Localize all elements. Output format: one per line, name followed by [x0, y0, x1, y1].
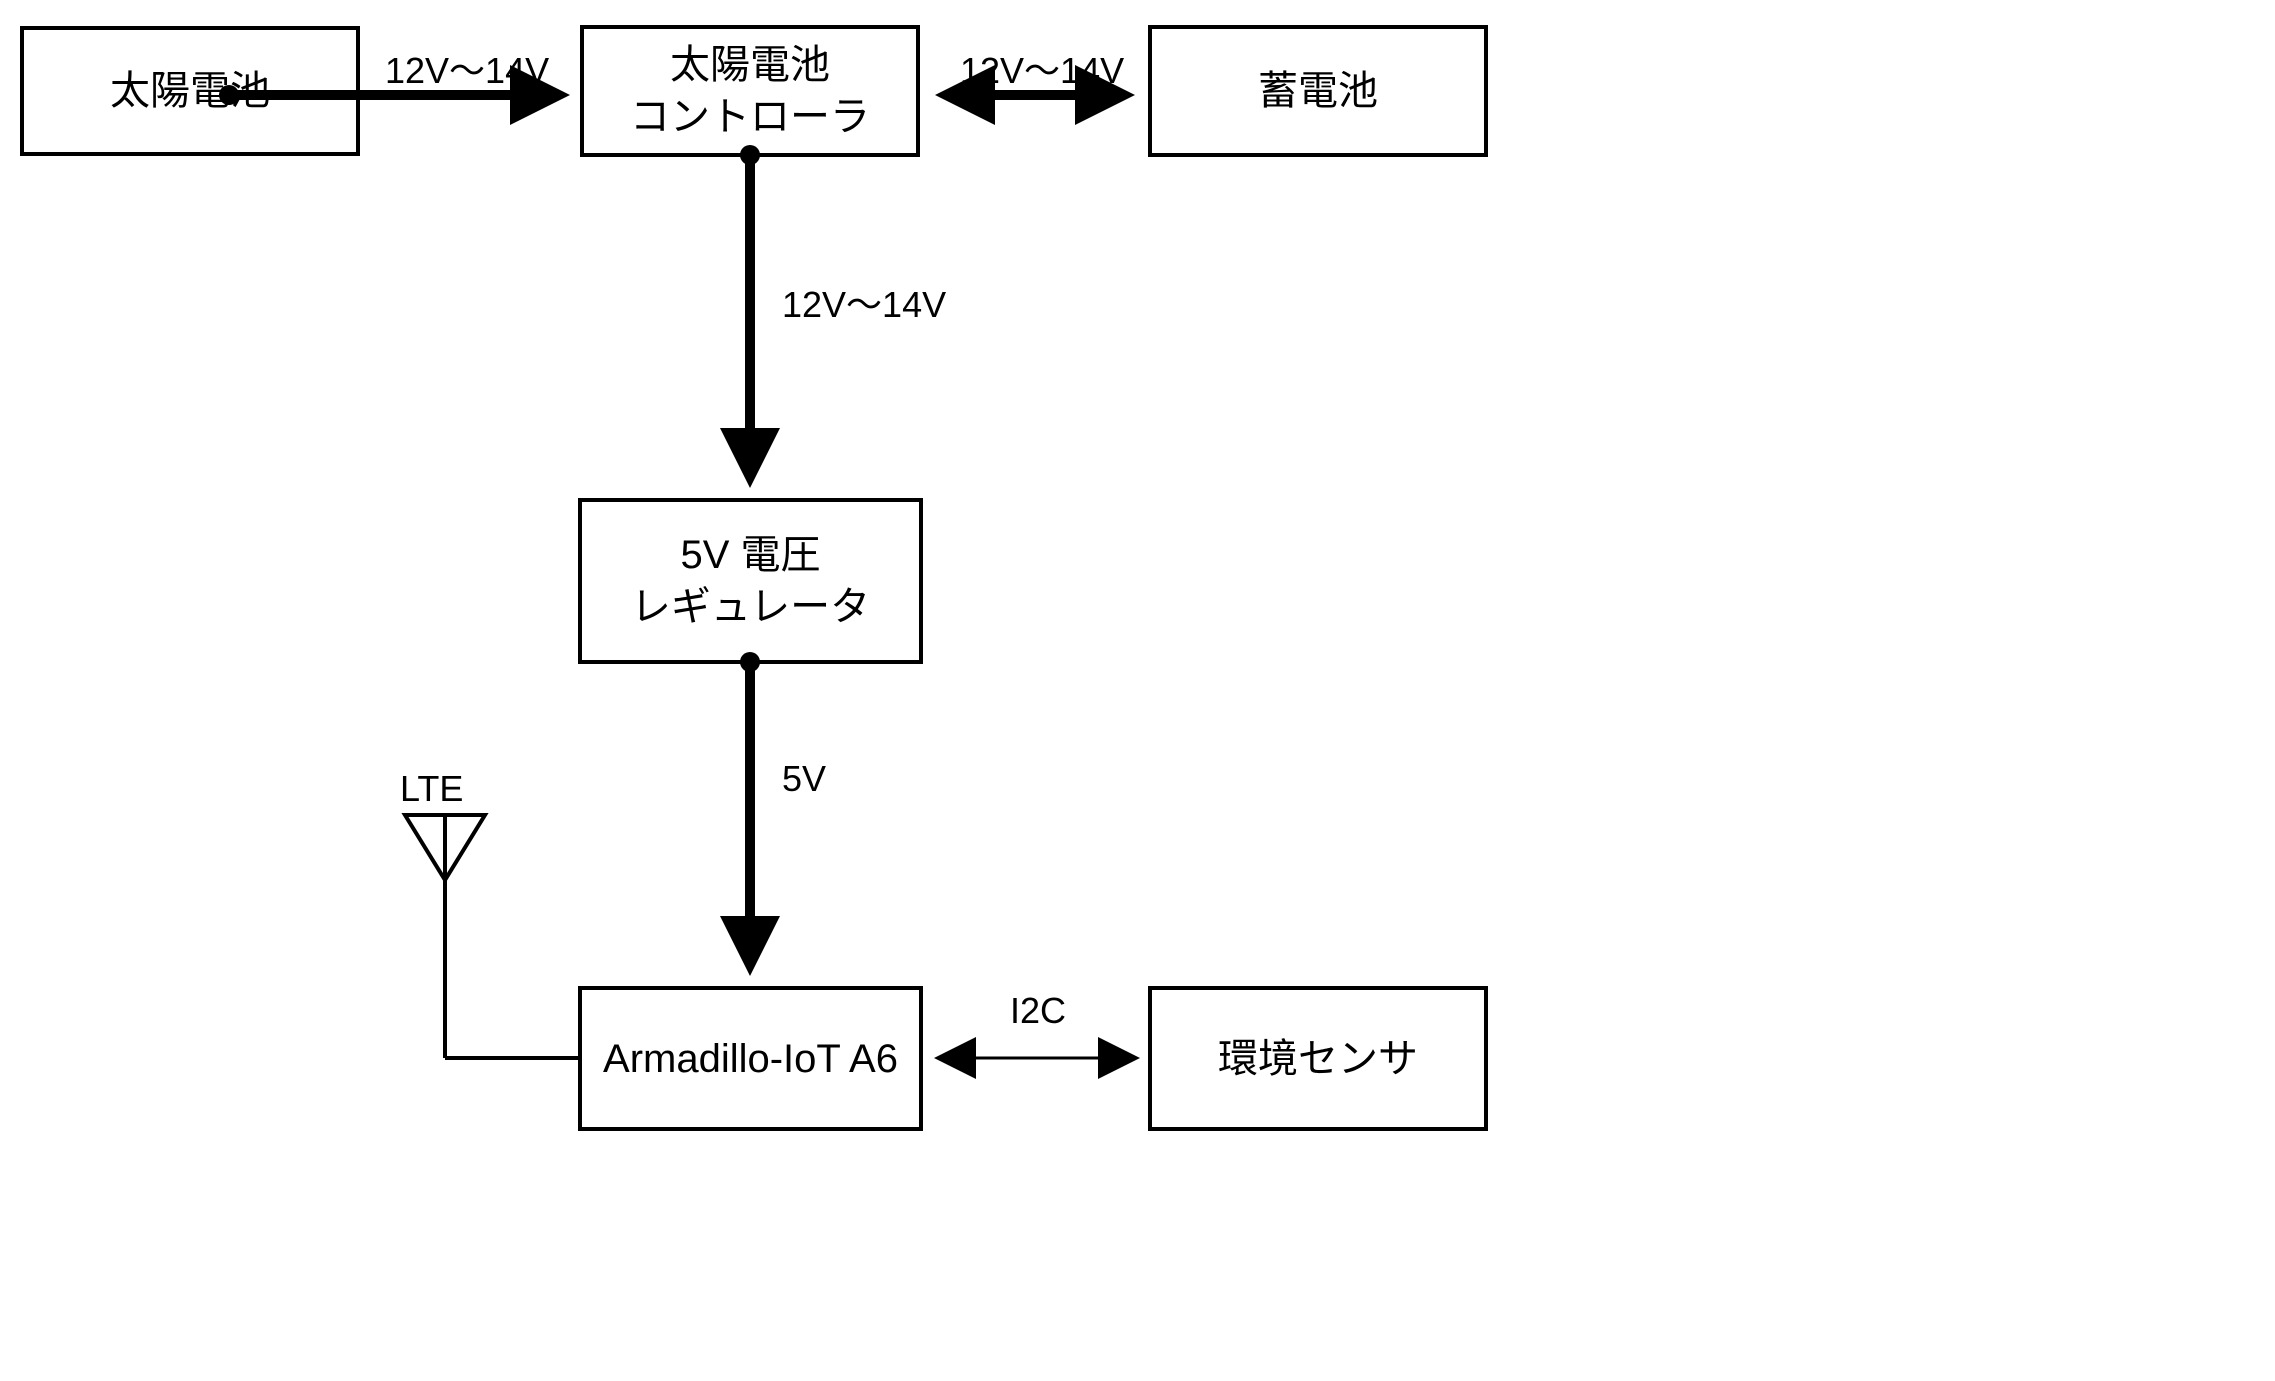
node-label: 太陽電池 [110, 65, 270, 117]
node-label-line1: 太陽電池 [670, 39, 830, 91]
node-regulator: 5V 電圧 レギュレータ [578, 498, 923, 664]
node-label-line2: コントローラ [630, 91, 870, 143]
edge-label-lte: LTE [400, 768, 463, 810]
node-solar-panel: 太陽電池 [20, 26, 360, 156]
node-sensor: 環境センサ [1148, 986, 1488, 1131]
edge-label-solar-to-ctrl: 12V～14V [385, 42, 549, 94]
diagram-arrows [0, 0, 2275, 1381]
node-label: 環境センサ [1218, 1033, 1418, 1085]
node-label-line1: 5V 電圧 [680, 529, 820, 581]
edge-label-ctrl-to-reg: 12V～14V [782, 276, 946, 328]
node-label: 蓄電池 [1258, 65, 1378, 117]
edge-label-reg-to-arm: 5V [782, 758, 826, 800]
node-label: Armadillo-IoT A6 [603, 1033, 898, 1085]
edge-label-ctrl-battery: 12V～14V [960, 42, 1124, 94]
node-label-line2: レギュレータ [631, 581, 870, 633]
node-controller: 太陽電池 コントローラ [580, 25, 920, 157]
edge-label-arm-sensor: I2C [1010, 990, 1066, 1032]
node-armadillo: Armadillo-IoT A6 [578, 986, 923, 1131]
node-battery: 蓄電池 [1148, 25, 1488, 157]
